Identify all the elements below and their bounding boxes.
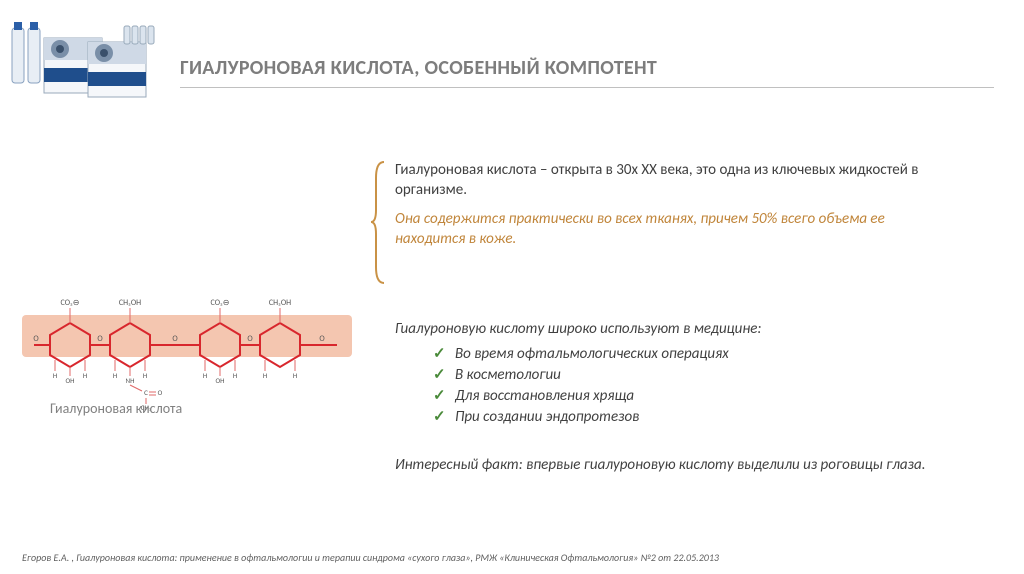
svg-text:CO₂⊖: CO₂⊖ <box>211 298 230 308</box>
intro-block: Гиалуроновая кислота – открыта в 30х ХХ … <box>395 160 935 257</box>
svg-text:H: H <box>53 371 57 380</box>
page-title: ГИАЛУРОНОВАЯ КИСЛОТА, ОСОБЕННЫЙ КОМПОТЕН… <box>180 56 657 80</box>
svg-text:O: O <box>319 334 325 344</box>
list-item: Во время офтальмологических операциях <box>455 344 935 365</box>
citation: Егоров Е.А. , Гиалуроновая кислота: прим… <box>22 551 719 564</box>
svg-text:H: H <box>263 371 267 380</box>
list-item: В косметологии <box>455 365 935 386</box>
svg-text:O: O <box>158 388 163 397</box>
svg-text:O: O <box>172 334 178 344</box>
uses-lead: Гиалуроновую кислоту широко используют в… <box>395 320 935 338</box>
diagram-caption: Гиалуроновая кислота <box>50 400 182 417</box>
svg-text:H: H <box>233 371 237 380</box>
svg-text:O: O <box>33 334 39 344</box>
svg-text:NH: NH <box>126 376 135 385</box>
svg-text:OH: OH <box>66 376 75 385</box>
fact-block: Интересный факт: впервые гиалуроновую ки… <box>395 455 935 475</box>
svg-text:H: H <box>143 371 147 380</box>
list-item: При создании эндопротезов <box>455 407 935 428</box>
uses-list: Во время офтальмологических операциях В … <box>395 344 935 428</box>
svg-text:CO₂⊖: CO₂⊖ <box>61 298 80 308</box>
intro-line-2: Она содержится практически во всех тканя… <box>395 209 935 250</box>
title-bar: ГИАЛУРОНОВАЯ КИСЛОТА, ОСОБЕННЫЙ КОМПОТЕН… <box>180 48 994 88</box>
svg-text:H: H <box>203 371 207 380</box>
svg-text:OH: OH <box>216 376 225 385</box>
fact-text: Интересный факт: впервые гиалуроновую ки… <box>395 455 935 475</box>
uses-block: Гиалуроновую кислоту широко используют в… <box>395 320 935 428</box>
svg-text:O: O <box>247 334 253 344</box>
svg-text:H: H <box>293 371 297 380</box>
product-thumbnail <box>8 8 158 103</box>
intro-line-1: Гиалуроновая кислота – открыта в 30х ХХ … <box>395 160 935 201</box>
svg-text:H: H <box>83 371 87 380</box>
svg-text:H: H <box>113 371 117 380</box>
svg-text:O: O <box>97 334 103 344</box>
list-item: Для восстановления хряща <box>455 386 935 407</box>
svg-text:CH₂OH: CH₂OH <box>269 298 291 308</box>
brace-icon <box>370 160 388 285</box>
svg-text:C: C <box>144 388 148 397</box>
svg-text:CH₂OH: CH₂OH <box>119 298 141 308</box>
